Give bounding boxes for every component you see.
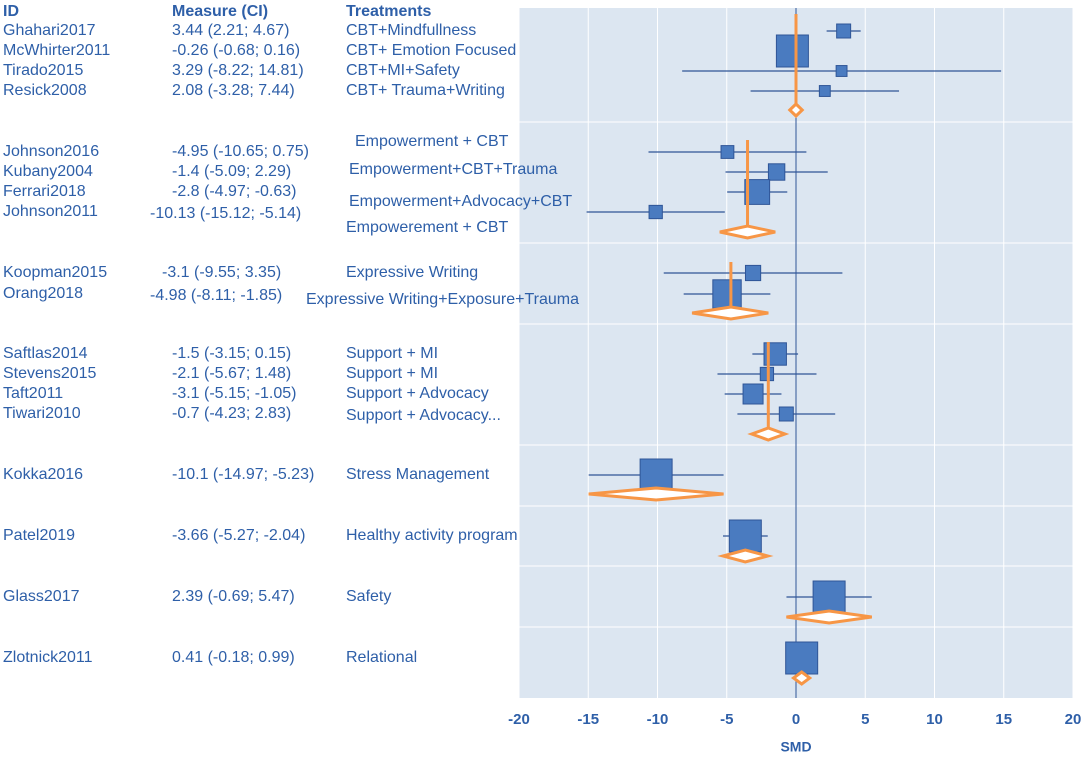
pooled-diamond bbox=[786, 609, 872, 625]
pooled-diamond bbox=[747, 426, 790, 442]
study-treatment-label: Healthy activity program bbox=[346, 527, 518, 544]
study-id-label: Ferrari2018 bbox=[3, 183, 86, 200]
pooled-diamond bbox=[691, 305, 769, 321]
study-treatment-label: CBT+Mindfullness bbox=[346, 22, 476, 39]
study-id-label: Stevens2015 bbox=[3, 365, 97, 382]
study-id-label: Resick2008 bbox=[3, 82, 87, 99]
study-measure-label: 3.44 (2.21; 4.67) bbox=[172, 22, 289, 39]
study-marker bbox=[836, 23, 852, 39]
header-measure: Measure (CI) bbox=[172, 3, 268, 20]
study-treatment-label: Support + Advocacy... bbox=[346, 407, 501, 424]
study-id-label: Orang2018 bbox=[3, 285, 83, 302]
study-id-label: Glass2017 bbox=[3, 588, 80, 605]
study-measure-label: -3.1 (-5.15; -1.05) bbox=[172, 385, 297, 402]
x-tick-label: 20 bbox=[1065, 711, 1082, 728]
study-id-label: Tiwari2010 bbox=[3, 405, 81, 422]
study-treatment-label: Support + MI bbox=[346, 345, 438, 362]
pooled-diamond bbox=[717, 548, 774, 564]
study-id-label: Taft2011 bbox=[3, 385, 63, 402]
x-tick-label: -5 bbox=[720, 711, 733, 728]
study-marker bbox=[835, 65, 848, 77]
study-treatment-label: Empowerment+CBT+Trauma bbox=[349, 161, 557, 178]
study-treatment-label: Empowerement + CBT bbox=[346, 219, 509, 236]
study-marker bbox=[712, 279, 742, 309]
study-id-label: Tirado2015 bbox=[3, 62, 83, 79]
study-marker bbox=[744, 264, 762, 282]
study-treatment-label: Support + MI bbox=[346, 365, 438, 382]
x-tick-label: 10 bbox=[926, 711, 943, 728]
x-tick-label: 5 bbox=[861, 711, 869, 728]
x-tick-label: -20 bbox=[508, 711, 530, 728]
study-measure-label: -4.98 (-8.11; -1.85) bbox=[150, 287, 282, 304]
study-treatment-label: CBT+ Emotion Focused bbox=[346, 42, 516, 59]
study-measure-label: -4.95 (-10.65; 0.75) bbox=[172, 143, 309, 160]
study-id-label: Zlotnick2011 bbox=[3, 649, 93, 666]
study-measure-label: 3.29 (-8.22; 14.81) bbox=[172, 62, 304, 79]
pooled-diamond bbox=[719, 224, 776, 240]
study-treatment-label: Empowerment+Advocacy+CBT bbox=[349, 193, 572, 210]
study-marker bbox=[720, 145, 735, 159]
study-measure-label: -10.13 (-15.12; -5.14) bbox=[150, 205, 301, 222]
study-measure-label: -3.1 (-9.55; 3.35) bbox=[162, 264, 281, 281]
pooled-diamond bbox=[588, 486, 724, 502]
study-marker bbox=[742, 383, 764, 405]
study-id-label: Ghahari2017 bbox=[3, 22, 96, 39]
study-id-label: Saftlas2014 bbox=[3, 345, 88, 362]
study-measure-label: -2.8 (-4.97; -0.63) bbox=[172, 183, 297, 200]
x-tick-label: -15 bbox=[577, 711, 599, 728]
study-id-label: McWhirter2011 bbox=[3, 42, 110, 59]
study-marker bbox=[778, 406, 794, 422]
x-axis-title: SMD bbox=[780, 739, 811, 755]
study-marker bbox=[818, 85, 831, 97]
study-marker bbox=[775, 34, 809, 68]
study-treatment-label: CBT+ Trauma+Writing bbox=[346, 82, 505, 99]
study-treatment-label: Support + Advocacy bbox=[346, 385, 489, 402]
study-marker bbox=[728, 519, 762, 553]
study-measure-label: -1.4 (-5.09; 2.29) bbox=[172, 163, 291, 180]
study-id-label: Koopman2015 bbox=[3, 264, 107, 281]
study-id-label: Johnson2011 bbox=[3, 203, 98, 220]
study-treatment-label: Expressive Writing bbox=[346, 264, 478, 281]
study-measure-label: 2.39 (-0.69; 5.47) bbox=[172, 588, 295, 605]
study-marker bbox=[812, 580, 846, 614]
study-measure-label: -10.1 (-14.97; -5.23) bbox=[172, 466, 314, 483]
pooled-diamond bbox=[787, 101, 805, 119]
header-id: ID bbox=[3, 3, 19, 20]
header-treatments: Treatments bbox=[346, 3, 431, 20]
x-tick-label: -10 bbox=[647, 711, 669, 728]
study-measure-label: -3.66 (-5.27; -2.04) bbox=[172, 527, 305, 544]
study-marker bbox=[648, 204, 663, 220]
study-measure-label: -2.1 (-5.67; 1.48) bbox=[172, 365, 291, 382]
study-measure-label: 0.41 (-0.18; 0.99) bbox=[172, 649, 295, 666]
study-id-label: Patel2019 bbox=[3, 527, 75, 544]
study-id-label: Kokka2016 bbox=[3, 466, 83, 483]
study-marker bbox=[785, 641, 819, 675]
x-tick-label: 15 bbox=[995, 711, 1012, 728]
study-measure-label: -0.7 (-4.23; 2.83) bbox=[172, 405, 291, 422]
study-marker bbox=[767, 163, 786, 181]
study-treatment-label: Empowerment + CBT bbox=[355, 133, 509, 150]
study-id-label: Kubany2004 bbox=[3, 163, 93, 180]
study-marker bbox=[639, 458, 673, 492]
study-id-label: Johnson2016 bbox=[3, 143, 99, 160]
study-treatment-label: Relational bbox=[346, 649, 417, 666]
study-measure-label: -0.26 (-0.68; 0.16) bbox=[172, 42, 300, 59]
study-treatment-label: CBT+MI+Safety bbox=[346, 62, 460, 79]
pooled-diamond bbox=[790, 670, 813, 686]
study-treatment-label: Expressive Writing+Exposure+Trauma bbox=[306, 291, 579, 308]
study-measure-label: -1.5 (-3.15; 0.15) bbox=[172, 345, 291, 362]
study-treatment-label: Stress Management bbox=[346, 466, 490, 483]
study-treatment-label: Safety bbox=[346, 588, 391, 605]
study-measure-label: 2.08 (-3.28; 7.44) bbox=[172, 82, 295, 99]
x-tick-label: 0 bbox=[792, 711, 800, 728]
